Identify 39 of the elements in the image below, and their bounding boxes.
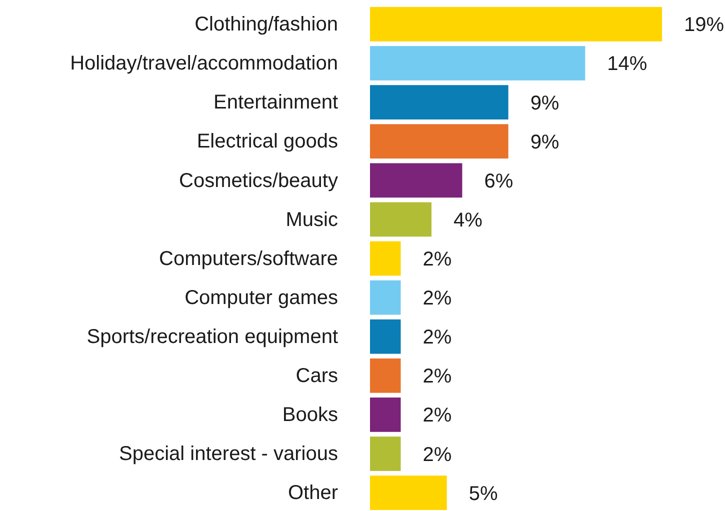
bar [370,319,401,354]
y-tick-label: Entertainment [213,92,338,114]
bar [370,476,447,510]
y-tick-label: Books [282,404,338,426]
data-label: 4% [453,209,483,232]
y-tick-label: Cars [296,365,338,388]
data-label: 6% [484,170,514,192]
data-label: 2% [422,326,452,349]
data-label: 9% [530,92,560,114]
data-label: 2% [422,404,452,427]
bar [370,398,401,432]
bar [370,241,401,276]
y-tick-label: Holiday/travel/accommodation [70,52,338,75]
bar [370,163,462,198]
y-tick-label: Music [286,208,338,231]
data-label: 2% [422,288,452,310]
data-label: 2% [422,248,452,270]
bar [370,46,586,80]
y-tick-label: Clothing/fashion [194,14,338,36]
bar [370,436,401,471]
data-label: 9% [530,131,560,154]
bar [370,358,401,393]
data-label: 2% [422,444,452,466]
y-tick-label: Computers/software [159,248,338,270]
bar [370,7,662,42]
y-tick-label: Other [288,482,338,504]
bar [370,85,508,120]
bar [370,124,508,159]
data-label: 19% [684,14,724,36]
bar [370,280,401,315]
y-tick-label: Special interest - various [119,443,338,466]
bar [370,202,432,237]
y-tick-label: Cosmetics/beauty [179,170,338,192]
data-label: 14% [607,53,648,76]
data-label: 2% [422,366,452,388]
y-tick-label: Electrical goods [196,130,338,153]
data-label: 5% [468,482,498,505]
y-tick-label: Computer games [184,286,338,309]
y-tick-label: Sports/recreation equipment [86,326,338,348]
